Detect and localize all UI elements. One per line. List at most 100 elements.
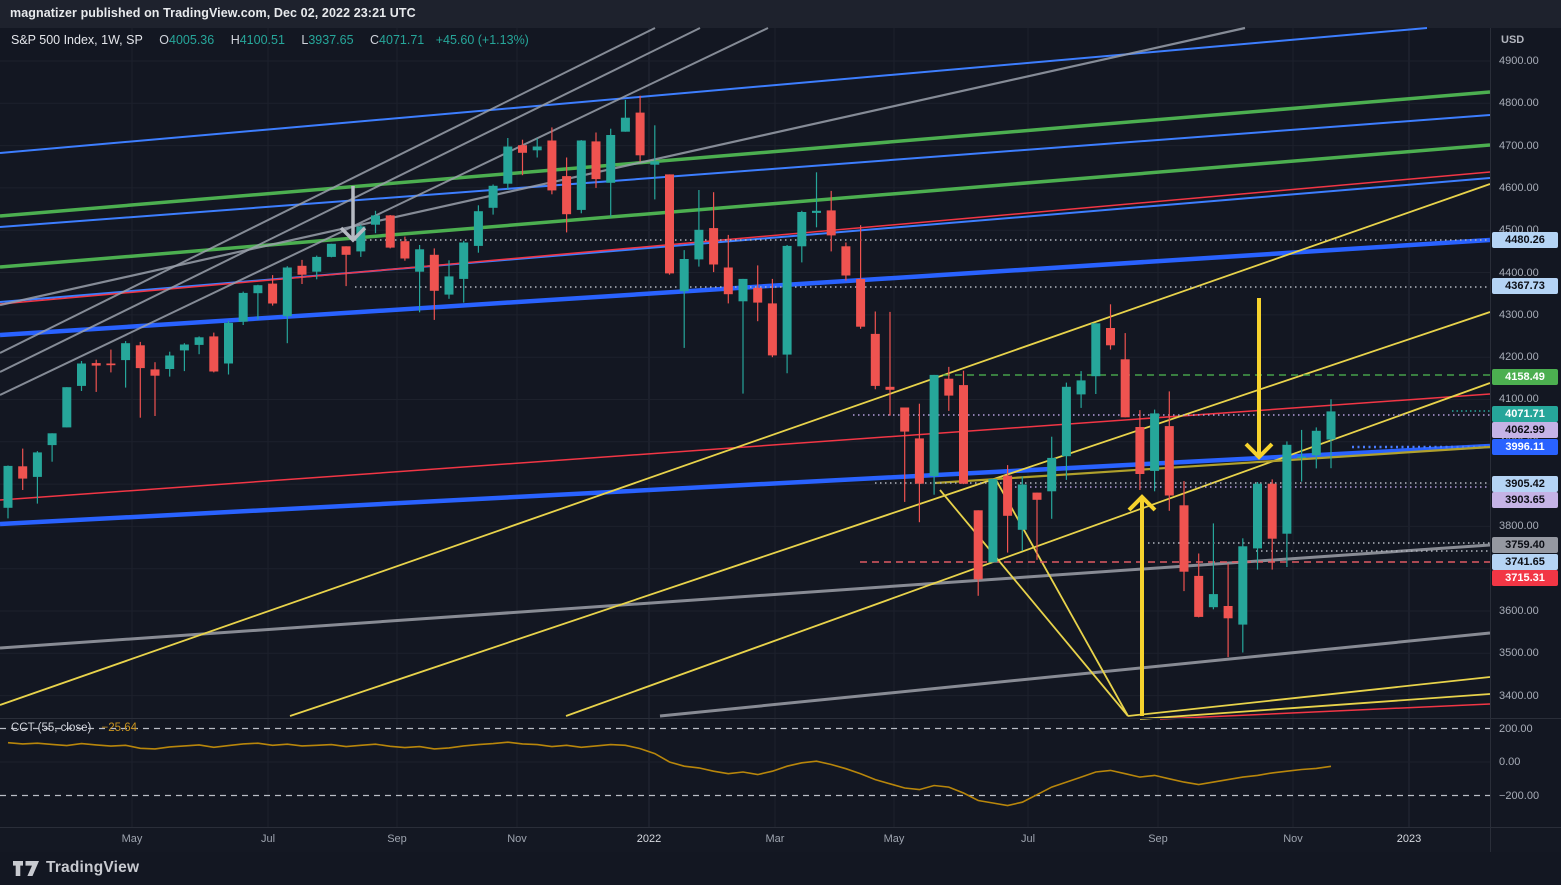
indicator-legend[interactable]: CCT (55, close) −25.64	[11, 722, 137, 734]
price-tick: 3400.00	[1499, 689, 1539, 702]
time-tick: Mar	[765, 833, 785, 845]
candle	[679, 259, 689, 292]
candle	[826, 210, 836, 236]
candle	[1150, 413, 1160, 471]
indicator-tick: 0.00	[1499, 756, 1521, 768]
candle	[606, 135, 616, 183]
blue-thick-lower	[0, 443, 1490, 527]
candle	[944, 378, 954, 396]
gray-steep-1	[0, 27, 656, 354]
close-value: 4071.71	[379, 33, 425, 47]
olive-line	[934, 445, 1490, 485]
candle	[209, 336, 219, 372]
yellow-bottom-1	[1139, 693, 1490, 720]
yellow-rising-3	[565, 382, 1490, 717]
symbol-title[interactable]: S&P 500 Index, 1W, SP	[11, 33, 143, 47]
candle	[150, 369, 160, 376]
price-tick: 4400.00	[1499, 266, 1539, 279]
candlestick-series[interactable]	[3, 95, 1336, 658]
candle	[356, 226, 366, 252]
candle	[1164, 426, 1174, 496]
candle	[547, 140, 557, 191]
price-tick: 4900.00	[1499, 55, 1539, 67]
chart-svg[interactable]	[0, 0, 1490, 827]
timeaxis-top-border	[0, 827, 1561, 828]
price-tick: 4300.00	[1499, 308, 1539, 321]
candle	[91, 363, 101, 366]
price-label-chip: 4062.99	[1492, 422, 1558, 438]
yellow-rising-2	[289, 311, 1490, 717]
tradingview-logo[interactable]: TradingView	[13, 859, 139, 877]
open-label: O	[159, 33, 170, 47]
green-channel-upper	[0, 90, 1490, 218]
candle	[1091, 323, 1101, 377]
candle	[841, 246, 851, 276]
yellow-up-arrow	[1127, 494, 1157, 716]
level-lines[interactable]	[355, 239, 1490, 563]
candle	[194, 337, 204, 345]
time-tick: May	[121, 833, 143, 845]
price-label-chip: 3903.65	[1492, 492, 1558, 508]
high-value: 4100.51	[239, 33, 285, 47]
candle	[1135, 427, 1145, 474]
red-line-mid	[0, 393, 1490, 501]
price-label-chip: 3715.31	[1492, 570, 1558, 586]
time-tick: Sep	[387, 833, 407, 845]
candle	[459, 242, 469, 279]
blue-line-upper	[0, 27, 1428, 154]
candle	[620, 117, 630, 132]
open-value: 4005.36	[169, 33, 215, 47]
price-axis[interactable]: USD 4900.00 4800.00 4700.00 4600.00 4500.00 4…	[1490, 28, 1561, 852]
candle	[326, 243, 336, 257]
candle	[709, 228, 719, 265]
candle	[385, 215, 395, 248]
candle	[473, 211, 483, 246]
red-line-bottom-right	[1159, 703, 1490, 720]
candle	[591, 141, 601, 180]
indicator-name[interactable]: CCT (55, close)	[11, 722, 92, 734]
arrows[interactable]	[339, 186, 1274, 716]
candle	[18, 466, 28, 479]
candle	[1179, 505, 1189, 572]
candle	[694, 229, 704, 260]
time-tick: Nov	[507, 833, 527, 845]
candle	[444, 276, 454, 295]
candle	[576, 140, 586, 210]
candle	[488, 185, 498, 208]
candle	[959, 385, 968, 484]
close-label: C	[370, 33, 380, 47]
candle	[1282, 444, 1292, 534]
candle	[797, 212, 807, 247]
trend-lines[interactable]	[0, 26, 1490, 720]
symbol-legend[interactable]: S&P 500 Index, 1W, SP O4005.36 H4100.51 …	[11, 33, 529, 47]
price-label-chip: 4071.71	[1492, 406, 1558, 422]
yellow-bottom-2	[1127, 676, 1490, 717]
currency-label: USD	[1501, 34, 1525, 46]
candle	[77, 363, 86, 386]
price-label-chip: 4480.26	[1492, 232, 1558, 248]
gray-steep-2	[0, 27, 701, 373]
candle	[1017, 484, 1027, 530]
time-tick: Sep	[1148, 833, 1168, 845]
candle	[32, 452, 42, 477]
candle	[1253, 483, 1262, 549]
candle	[371, 215, 380, 225]
pane-separator[interactable]	[0, 718, 1561, 719]
candle	[518, 145, 527, 153]
time-axis[interactable]: May Jul Sep Nov 2022 Mar May Jul Sep Nov 2023	[0, 828, 1561, 852]
candle	[253, 285, 263, 294]
low-value: 3937.65	[308, 33, 354, 47]
candle	[224, 322, 233, 364]
candle	[870, 333, 880, 386]
candle	[3, 465, 13, 508]
candle	[665, 174, 674, 274]
price-tick: 4800.00	[1499, 97, 1539, 110]
price-tick: 4100.00	[1499, 393, 1539, 406]
candle	[973, 510, 983, 580]
price-tick: 3800.00	[1499, 520, 1539, 533]
candle	[268, 283, 278, 304]
price-label-chip: 4158.49	[1492, 369, 1558, 385]
candle	[1032, 492, 1042, 500]
candle	[532, 146, 542, 151]
